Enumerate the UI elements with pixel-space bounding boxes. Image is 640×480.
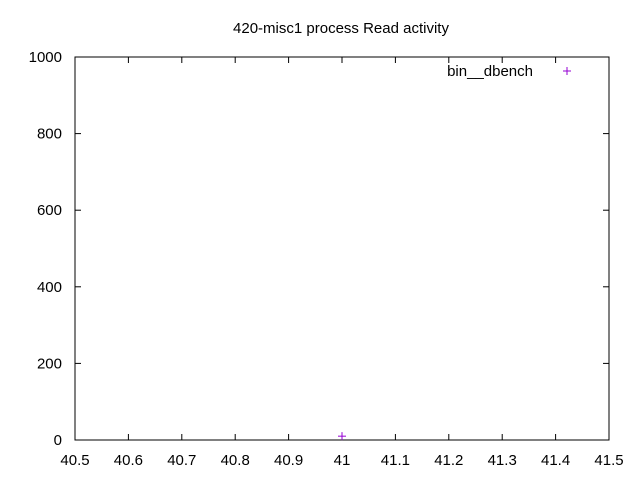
legend-label-bin-dbench: bin__dbench bbox=[447, 63, 533, 80]
legend-marker-plus bbox=[563, 67, 571, 75]
x-tick-label: 41.2 bbox=[434, 452, 463, 469]
x-tick-label: 41 bbox=[334, 452, 351, 469]
y-tick-label: 800 bbox=[37, 126, 62, 143]
x-tick-label: 40.9 bbox=[274, 452, 303, 469]
x-tick-label: 41.3 bbox=[488, 452, 517, 469]
legend-marker-bin-dbench bbox=[563, 67, 571, 75]
x-tick-label: 40.6 bbox=[114, 452, 143, 469]
data-point bbox=[338, 432, 346, 441]
x-tick-label: 40.5 bbox=[60, 452, 89, 469]
y-axis: 0 200 400 600 800 1000 bbox=[29, 49, 609, 449]
plot-frame bbox=[74, 56, 610, 441]
x-tick-label: 41.1 bbox=[381, 452, 410, 469]
x-tick-label: 41.5 bbox=[594, 452, 623, 469]
y-tick-label: 1000 bbox=[29, 49, 62, 66]
x-tick-label: 40.8 bbox=[221, 452, 250, 469]
x-tick-label: 40.7 bbox=[167, 452, 196, 469]
y-tick-label: 400 bbox=[37, 279, 62, 296]
chart-title: 420-misc1 process Read activity bbox=[233, 20, 449, 37]
legend: bin__dbench bbox=[447, 63, 571, 80]
x-axis: 40.5 40.6 40.7 40.8 40.9 41 41.1 41.2 41.3 41.4 41… bbox=[60, 57, 624, 469]
data-points bbox=[338, 432, 346, 441]
y-tick-label: 600 bbox=[37, 202, 62, 219]
y-tick-label: 200 bbox=[37, 355, 62, 372]
y-tick-label: 0 bbox=[54, 432, 62, 449]
x-tick-label: 41.4 bbox=[541, 452, 570, 469]
